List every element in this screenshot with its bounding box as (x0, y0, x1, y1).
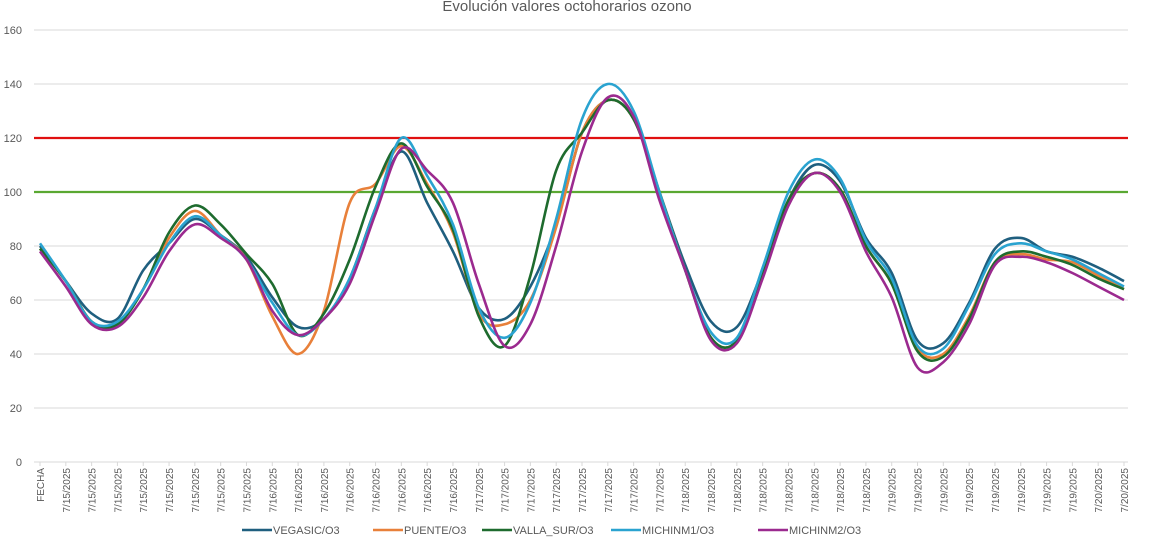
x-axis-ticks: FECHA 7/15/2025 7/15/2025 7/15/2025 7/15/202… (36, 462, 1131, 513)
x-tick-label: 7/15/2025 (62, 468, 73, 513)
x-tick-label: 7/18/2025 (810, 468, 821, 513)
x-tick-label: 7/18/2025 (733, 468, 744, 513)
x-tick-label: 7/16/2025 (423, 468, 434, 513)
x-tick-label: 7/18/2025 (681, 468, 692, 513)
x-tick-label: 7/16/2025 (372, 468, 383, 513)
x-tick-label: 7/19/2025 (939, 468, 950, 513)
x-tick-label: 7/16/2025 (268, 468, 279, 513)
x-tick-label: 7/18/2025 (862, 468, 873, 513)
x-tick-label: 7/16/2025 (294, 468, 305, 513)
legend-label: PUENTE/O3 (404, 525, 466, 537)
series-line-michinm2-o3 (38, 94, 1125, 374)
y-tick-label: 0 (16, 457, 22, 469)
x-tick-label: 7/17/2025 (552, 468, 563, 513)
y-tick-label: 80 (10, 241, 22, 253)
series-lines (38, 82, 1125, 374)
x-tick-label: 7/17/2025 (526, 468, 537, 513)
legend-label: VALLA_SUR/O3 (513, 525, 594, 537)
gridlines (34, 29, 1128, 463)
x-tick-label: 7/19/2025 (1068, 468, 1079, 513)
y-tick-label: 20 (10, 403, 22, 415)
series-line-valla-sur-o3 (38, 98, 1125, 362)
x-tick-label: 7/18/2025 (707, 468, 718, 513)
x-tick-label: 7/15/2025 (217, 468, 228, 513)
x-tick-label: 7/19/2025 (888, 468, 899, 513)
x-tick-label: 7/20/2025 (1094, 468, 1105, 513)
x-tick-label: 7/17/2025 (475, 468, 486, 513)
reference-lines (34, 136, 1128, 194)
x-tick-label: 7/15/2025 (139, 468, 150, 513)
y-axis-ticks: 0 20 40 60 80 100 120 140 160 (4, 25, 22, 469)
x-tick-label: 7/19/2025 (914, 468, 925, 513)
x-tick-label: 7/19/2025 (991, 468, 1002, 513)
x-tick-label: 7/17/2025 (630, 468, 641, 513)
y-tick-label: 40 (10, 349, 22, 361)
x-tick-label: FECHA (36, 468, 47, 502)
x-tick-label: 7/18/2025 (784, 468, 795, 513)
x-tick-label: 7/17/2025 (604, 468, 615, 513)
chart-title: Evolución valores octohorarios ozono (442, 0, 691, 15)
legend-item-valla-sur-o3: VALLA_SUR/O3 (482, 525, 594, 537)
x-tick-label: 7/15/2025 (165, 468, 176, 513)
legend-item-michinm1-o3: MICHINM1/O3 (611, 525, 714, 537)
x-tick-label: 7/19/2025 (1017, 468, 1028, 513)
x-tick-label: 7/15/2025 (88, 468, 99, 513)
x-tick-label: 7/18/2025 (759, 468, 770, 513)
x-tick-label: 7/16/2025 (320, 468, 331, 513)
x-tick-label: 7/17/2025 (655, 468, 666, 513)
y-tick-label: 100 (4, 187, 22, 199)
legend-item-michinm2-o3: MICHINM2/O3 (758, 525, 861, 537)
y-tick-label: 140 (4, 79, 22, 91)
legend-label: MICHINM2/O3 (789, 525, 861, 537)
legend-item-vegasic-o3: VEGASIC/O3 (242, 525, 340, 537)
x-tick-label: 7/17/2025 (501, 468, 512, 513)
y-tick-label: 120 (4, 133, 22, 145)
y-tick-label: 60 (10, 295, 22, 307)
legend: VEGASIC/O3 PUENTE/O3 VALLA_SUR/O3 MICHINM1/… (242, 525, 861, 537)
x-tick-label: 7/15/2025 (191, 468, 202, 513)
x-tick-label: 7/19/2025 (1043, 468, 1054, 513)
x-tick-label: 7/15/2025 (113, 468, 124, 513)
x-tick-label: 7/20/2025 (1120, 468, 1131, 513)
x-tick-label: 7/17/2025 (578, 468, 589, 513)
x-tick-label: 7/16/2025 (397, 468, 408, 513)
x-tick-label: 7/15/2025 (242, 468, 253, 513)
legend-label: VEGASIC/O3 (273, 525, 340, 537)
series-line-michinm1-o3 (38, 82, 1125, 356)
y-tick-label: 160 (4, 25, 22, 37)
legend-label: MICHINM1/O3 (642, 525, 714, 537)
x-tick-label: 7/16/2025 (346, 468, 357, 513)
legend-item-puente-o3: PUENTE/O3 (373, 525, 466, 537)
x-tick-label: 7/18/2025 (836, 468, 847, 513)
x-tick-label: 7/19/2025 (965, 468, 976, 513)
x-tick-label: 7/16/2025 (449, 468, 460, 513)
